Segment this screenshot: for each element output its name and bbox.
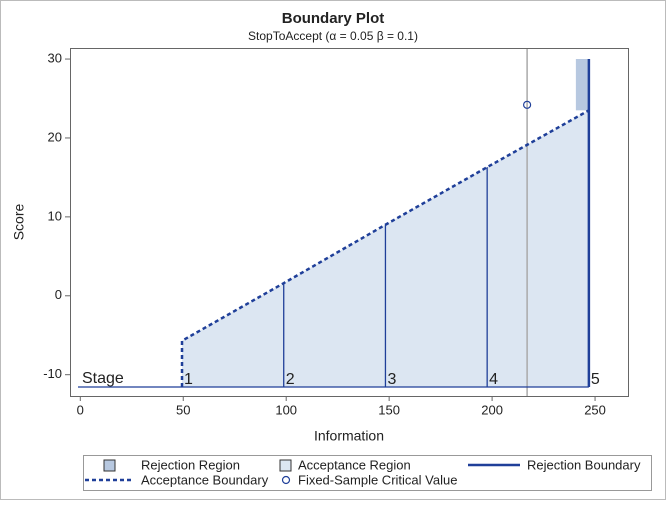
stage-number: 5 (591, 371, 600, 388)
legend-label: Rejection Region (141, 457, 240, 472)
plot-frame (70, 48, 629, 397)
stage-number: 3 (387, 371, 396, 388)
y-tick-label: -10 (43, 366, 62, 381)
x-tick-label: 50 (176, 402, 190, 417)
y-tick-label: 20 (48, 129, 62, 144)
stage-label: Stage (82, 370, 124, 387)
y-tick-label: 10 (48, 208, 62, 223)
legend-frame (83, 455, 652, 491)
rejection-region (575, 59, 589, 111)
legend-marker (281, 475, 291, 485)
x-tick-label: 250 (584, 402, 606, 417)
legend-label: Acceptance Region (298, 457, 411, 472)
x-tick-label: 0 (77, 402, 84, 417)
stage-number: 4 (489, 371, 498, 388)
x-axis-label: Information (314, 428, 384, 444)
x-tick-label: 200 (481, 402, 503, 417)
critical-value-marker (523, 100, 532, 109)
legend-label: Rejection Boundary (527, 457, 641, 472)
stage-number: 2 (286, 371, 295, 388)
chart-subtitle: StopToAccept (α = 0.05 β = 0.1) (248, 29, 418, 43)
acceptance-boundary (180, 109, 590, 387)
legend-label: Fixed-Sample Critical Value (298, 472, 457, 487)
legend-swatch (279, 459, 292, 472)
y-axis-label: Score (11, 204, 27, 241)
chart-title: Boundary Plot (282, 10, 385, 27)
stage-number: 1 (184, 371, 193, 388)
legend-label: Acceptance Boundary (141, 472, 269, 487)
y-tick-label: 0 (55, 287, 62, 302)
y-tick-label: 30 (48, 50, 62, 65)
x-tick-label: 100 (275, 402, 297, 417)
legend-swatch (103, 459, 116, 472)
x-tick-label: 150 (378, 402, 400, 417)
